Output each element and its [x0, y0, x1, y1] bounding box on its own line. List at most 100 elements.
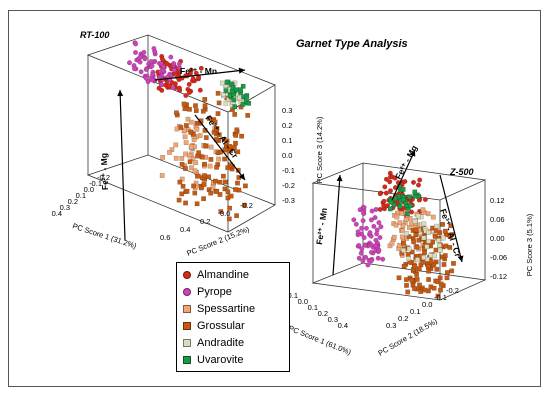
trend-arrow	[154, 69, 246, 81]
data-point-spessartine	[216, 156, 221, 162]
data-point-pyrope	[363, 254, 369, 260]
data-point-grossular	[181, 101, 187, 107]
data-point-grossular	[425, 264, 431, 269]
data-point-pyrope	[142, 56, 148, 62]
data-point-uvarovite	[388, 199, 394, 205]
y-tick-label: 0.0	[422, 300, 432, 309]
data-point-grossular	[190, 131, 196, 137]
legend-marker-almandine	[183, 270, 191, 279]
data-point-pyrope	[378, 224, 384, 230]
x-tick-label: -0.1	[285, 291, 298, 300]
data-point-uvarovite	[240, 101, 246, 107]
x-axis-label: PC Score 1 (31.2%)	[71, 221, 138, 250]
data-point-grossular	[414, 244, 420, 250]
x-tick-label: 0.1	[76, 191, 86, 200]
data-point-almandine	[186, 89, 192, 95]
data-point-andradite	[440, 235, 446, 241]
data-point-uvarovite	[408, 203, 414, 209]
data-point-grossular	[444, 275, 450, 281]
data-point-spessartine	[407, 225, 412, 230]
data-point-grossular	[203, 143, 209, 149]
data-point-spessartine	[173, 142, 179, 148]
data-point-grossular	[184, 188, 190, 194]
data-point-spessartine	[183, 151, 188, 157]
data-point-pyrope	[368, 242, 374, 248]
data-point-spessartine	[169, 147, 175, 152]
legend-marker-uvarovite	[183, 355, 191, 364]
data-point-grossular	[404, 283, 409, 288]
data-point-grossular	[211, 129, 217, 135]
legend-item-grossular: Grossular	[183, 317, 289, 334]
data-point-andradite	[426, 238, 431, 244]
z-tick-label: 0.06	[490, 215, 505, 224]
data-point-pyrope	[158, 82, 164, 88]
data-point-spessartine	[399, 234, 405, 240]
data-point-grossular	[216, 100, 222, 106]
data-point-grossular	[433, 247, 439, 253]
data-point-grossular	[451, 261, 456, 266]
data-point-uvarovite	[397, 203, 403, 209]
data-point-spessartine	[179, 176, 185, 182]
x-tick-label: -0.2	[97, 173, 110, 182]
data-point-uvarovite	[391, 202, 397, 208]
data-point-grossular	[222, 156, 227, 162]
data-point-grossular	[217, 192, 223, 197]
data-point-almandine	[156, 85, 162, 91]
legend-item-pyrope: Pyrope	[183, 283, 289, 300]
data-point-grossular	[193, 103, 198, 109]
data-point-grossular	[414, 277, 420, 282]
data-point-pyrope	[376, 220, 382, 226]
data-point-grossular	[404, 277, 409, 282]
z-tick-label: 0.3	[282, 106, 292, 115]
x-tick-label: -0.1	[89, 179, 102, 188]
data-point-grossular	[441, 262, 447, 267]
data-point-grossular	[193, 108, 199, 114]
legend-label: Uvarovite	[197, 353, 244, 366]
data-point-spessartine	[193, 160, 199, 166]
y-tick-label: 0.6	[160, 233, 170, 242]
data-point-grossular	[227, 143, 233, 149]
data-point-grossular	[422, 287, 428, 293]
data-point-uvarovite	[387, 206, 393, 212]
data-point-pyrope	[149, 63, 155, 69]
data-point-spessartine	[430, 214, 436, 220]
data-point-grossular	[201, 196, 206, 202]
data-point-grossular	[201, 182, 207, 187]
data-point-grossular	[179, 191, 185, 197]
data-point-pyrope	[380, 256, 386, 262]
data-point-grossular	[433, 259, 439, 265]
data-point-spessartine	[400, 223, 406, 229]
data-point-almandine	[197, 87, 203, 93]
data-point-uvarovite	[403, 200, 409, 205]
data-point-grossular	[222, 186, 228, 192]
data-point-spessartine	[208, 144, 214, 150]
data-point-grossular	[242, 202, 247, 208]
data-point-pyrope	[368, 249, 374, 255]
arrow-head	[117, 90, 124, 97]
data-point-pyrope	[368, 258, 374, 264]
x-tick-label: 0.2	[68, 197, 78, 206]
data-point-andradite	[432, 253, 437, 259]
data-point-grossular	[447, 233, 453, 239]
data-point-pyrope	[176, 61, 182, 67]
trend-annotation: Fe²⁺ - Mn	[314, 207, 329, 245]
data-point-almandine	[387, 179, 393, 185]
data-point-grossular	[225, 165, 231, 171]
data-point-pyrope	[361, 210, 367, 216]
y-tick-label: -0.2	[446, 286, 459, 295]
data-point-grossular	[239, 133, 244, 139]
data-point-andradite	[412, 218, 418, 224]
data-point-grossular	[447, 244, 453, 250]
data-point-pyrope	[132, 50, 138, 56]
data-point-grossular	[418, 289, 424, 294]
data-point-uvarovite	[230, 85, 236, 90]
x-tick-label: 0.1	[308, 303, 318, 312]
data-point-pyrope	[126, 60, 132, 66]
data-point-pyrope	[373, 243, 379, 249]
data-point-pyrope	[369, 208, 375, 214]
data-point-grossular	[233, 132, 239, 138]
data-point-almandine	[198, 65, 204, 71]
data-point-grossular	[401, 240, 406, 246]
data-point-spessartine	[194, 126, 200, 132]
